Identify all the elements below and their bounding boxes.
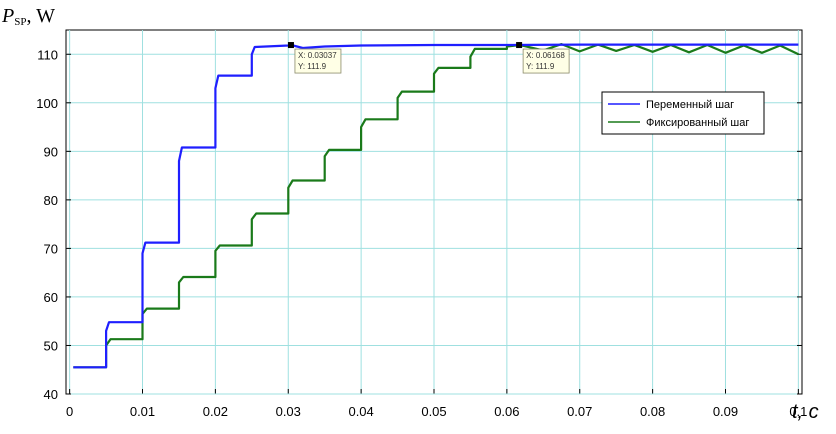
x-tick-label: 0.05 <box>421 404 446 419</box>
x-tick-label: 0.01 <box>130 404 155 419</box>
x-tick-label: 0.03 <box>276 404 301 419</box>
legend-label-variable-step: Переменный шаг <box>646 99 734 111</box>
x-tick-label: 0.1 <box>789 404 807 419</box>
y-axis-label: PSP, W <box>1 5 55 28</box>
datatip-box <box>294 48 342 74</box>
datatip-x-text: X: 0.06168 <box>526 51 565 60</box>
x-tick-label: 0.02 <box>203 404 228 419</box>
legend: Переменный шаг Фиксированный шаг <box>601 91 765 135</box>
datatip-y-text: Y: 111.9 <box>298 62 327 71</box>
y-tick-label: 100 <box>36 96 58 111</box>
legend-label-fixed-step: Фиксированный шаг <box>646 117 749 129</box>
y-tick-label: 110 <box>37 47 58 62</box>
x-tick-label: 0.06 <box>494 404 519 419</box>
tick-labels: 0 0.01 0.02 0.03 0.04 0.05 0.06 0.07 0.08 0.09 0.1… <box>36 47 807 419</box>
x-tick-label: 0 <box>66 404 73 419</box>
datatip-box <box>522 48 570 74</box>
x-tick-label: 0.07 <box>567 404 592 419</box>
y-tick-label: 40 <box>44 387 58 402</box>
datatip-marker <box>516 42 523 49</box>
legend-box <box>601 91 765 135</box>
datatip-y-text: Y: 111.9 <box>526 62 555 71</box>
datatip-marker <box>287 42 294 49</box>
series-layer <box>73 42 799 369</box>
x-tick-label: 0.08 <box>640 404 665 419</box>
y-tick-label: 90 <box>44 144 58 159</box>
datatips: X: 0.03037 Y: 111.9 X: 0.06168 Y: 111.9 <box>287 42 570 74</box>
y-tick-label: 50 <box>44 338 58 353</box>
x-axis-label: t, c <box>792 401 819 423</box>
y-tick-label: 70 <box>44 241 58 256</box>
y-tick-label: 60 <box>44 290 58 305</box>
x-tick-label: 0.09 <box>713 404 738 419</box>
y-tick-label: 80 <box>44 193 58 208</box>
x-tick-label: 0.04 <box>348 404 373 419</box>
series-fixed-step-line <box>73 42 799 369</box>
grid <box>66 30 802 395</box>
series-variable-step-line <box>73 43 799 369</box>
datatip-x-text: X: 0.03037 <box>298 51 337 60</box>
